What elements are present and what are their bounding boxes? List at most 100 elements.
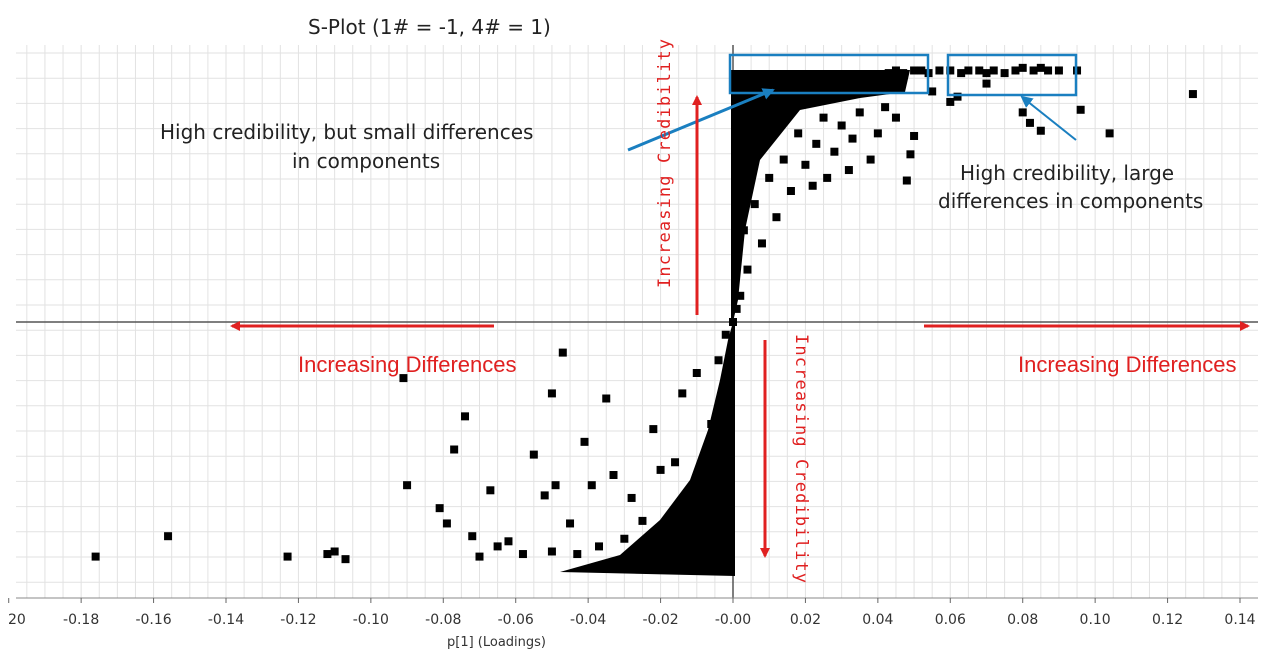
label-increasing-differences-left: Increasing Differences <box>298 352 517 377</box>
data-point <box>671 458 680 467</box>
data-point <box>551 481 560 490</box>
data-point <box>1018 63 1027 72</box>
data-point <box>595 542 604 551</box>
box-large-differences <box>946 53 1078 97</box>
x-tick-label: 0.06 <box>935 612 966 628</box>
data-point <box>558 348 567 357</box>
x-tick-label: -0.08 <box>425 612 461 628</box>
x-tick-label: -0.06 <box>498 612 534 628</box>
x-tick-label: 0.02 <box>790 612 821 628</box>
data-point <box>935 66 944 75</box>
data-point <box>721 330 730 339</box>
x-tick-label: -0.00 <box>715 612 751 628</box>
data-point <box>881 103 890 112</box>
data-point <box>902 176 911 185</box>
data-point <box>91 552 100 561</box>
annotation-small-diff-line2: in components <box>292 149 440 173</box>
data-point <box>1036 63 1045 72</box>
data-point <box>830 147 839 156</box>
data-point <box>957 69 966 78</box>
data-point <box>757 239 766 248</box>
data-point <box>627 493 636 502</box>
annotation-small-diff-line1: High credibility, but small differences <box>160 120 533 144</box>
data-point <box>580 437 589 446</box>
data-point <box>1018 108 1027 117</box>
x-tick-label: 0.12 <box>1152 612 1183 628</box>
data-point <box>1025 118 1034 127</box>
data-point <box>736 291 745 300</box>
data-point <box>819 113 828 122</box>
x-tick-label: -0.04 <box>570 612 606 628</box>
data-point <box>504 537 513 546</box>
data-point <box>982 79 991 88</box>
data-points <box>91 63 1197 576</box>
data-point <box>732 304 741 313</box>
data-point <box>772 213 781 222</box>
data-point <box>468 532 477 541</box>
data-point <box>620 534 629 543</box>
data-point <box>844 166 853 175</box>
data-point <box>1054 66 1063 75</box>
data-point <box>848 134 857 143</box>
box-small-differences <box>728 53 930 95</box>
label-increasing-credibility-down: Increasing Credibility <box>791 334 811 584</box>
data-point <box>403 481 412 490</box>
dense-point-cluster-upper <box>731 70 910 322</box>
data-point <box>808 181 817 190</box>
x-tick-label: -0.16 <box>135 612 171 628</box>
data-point <box>946 66 955 75</box>
data-point <box>928 87 937 96</box>
data-point <box>1188 90 1197 99</box>
data-point <box>964 66 973 75</box>
data-point <box>450 445 459 454</box>
x-axis-label: p[1] (Loadings) <box>447 635 546 650</box>
pointer-arrow-large <box>1020 95 1077 141</box>
data-point <box>917 66 926 75</box>
data-point <box>566 519 575 528</box>
data-point <box>547 389 556 398</box>
data-point <box>794 129 803 138</box>
x-tick-label: -0.14 <box>208 612 244 628</box>
data-point <box>989 66 998 75</box>
x-tick-label: 0.04 <box>862 612 893 628</box>
data-point <box>975 66 984 75</box>
x-tick-label: 0.08 <box>1007 612 1038 628</box>
pointer-arrow-small <box>627 88 775 152</box>
data-point <box>573 550 582 559</box>
data-point <box>750 200 759 209</box>
data-point <box>518 550 527 559</box>
x-tick-label: 20 <box>8 612 26 628</box>
data-point <box>823 173 832 182</box>
x-tick-label: -0.02 <box>642 612 678 628</box>
data-point <box>765 173 774 182</box>
data-point <box>609 471 618 479</box>
data-point <box>587 481 596 490</box>
data-point <box>164 532 173 541</box>
data-point <box>529 450 538 459</box>
data-point <box>1029 66 1038 75</box>
data-point <box>638 516 647 525</box>
data-point <box>602 394 611 403</box>
data-point <box>982 69 991 78</box>
data-point <box>341 555 350 564</box>
data-point <box>743 265 752 274</box>
data-point <box>812 139 821 148</box>
data-point <box>547 547 556 556</box>
data-point <box>946 97 955 106</box>
data-point <box>786 187 795 195</box>
data-point <box>649 425 658 434</box>
data-point <box>873 129 882 138</box>
data-point <box>678 389 687 398</box>
data-point <box>906 150 915 159</box>
data-point <box>891 113 900 122</box>
dense-point-cluster-lower <box>560 322 735 576</box>
data-point <box>953 92 962 101</box>
data-point <box>1105 129 1114 138</box>
data-point <box>692 369 701 377</box>
data-point <box>910 66 919 75</box>
data-point <box>330 547 339 556</box>
x-tick-label: -0.10 <box>353 612 389 628</box>
chart-title: S-Plot (1# = -1, 4# = 1) <box>308 15 551 39</box>
data-point <box>323 550 332 559</box>
